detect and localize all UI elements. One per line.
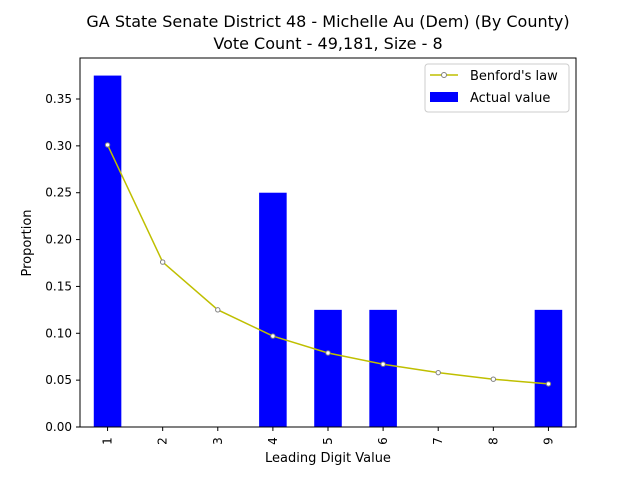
x-tick-label: 2: [156, 437, 170, 445]
x-axis-label: Leading Digit Value: [265, 451, 391, 466]
y-tick-label: 0.35: [45, 92, 72, 106]
bars-group: [93, 75, 563, 428]
x-tick-label: 7: [431, 437, 445, 445]
bar-5: [314, 309, 342, 427]
x-tick-label: 1: [101, 437, 115, 445]
legend-label-actual: Actual value: [470, 91, 550, 106]
x-tick-label: 9: [541, 437, 555, 445]
bar-4: [259, 192, 287, 427]
y-axis-label: Proportion: [20, 209, 35, 276]
benford-point-3: [215, 307, 221, 313]
chart-title-line2: Vote Count - 49,181, Size - 8: [213, 34, 442, 53]
benford-point-1: [104, 142, 111, 148]
benford-point-2: [159, 259, 166, 265]
bar-1: [93, 75, 122, 428]
y-tick-label: 0.10: [45, 326, 72, 340]
benford-point-9: [545, 381, 552, 387]
x-tick-label: 5: [321, 437, 335, 445]
benford-point-4: [270, 333, 276, 339]
x-axis-ticks: 1 2 3 4 5 6 7 8 9: [101, 427, 555, 445]
y-tick-label: 0.15: [45, 279, 72, 293]
x-tick-label: 6: [376, 437, 390, 445]
legend-label-benford: Benford's law: [470, 69, 558, 84]
benford-point-8: [490, 376, 497, 382]
x-tick-label: 4: [266, 437, 280, 445]
y-axis-ticks: 0.00 0.05 0.10 0.15 0.20 0.25 0.30 0.35: [45, 92, 80, 434]
benford-line-group: [104, 142, 552, 387]
x-tick-label: 8: [486, 437, 500, 445]
legend-box: [424, 63, 570, 113]
benford-point-6: [380, 361, 386, 367]
chart-title-line1: GA State Senate District 48 - Michelle A…: [86, 12, 569, 31]
bar-6: [369, 309, 397, 427]
benford-point-7: [435, 369, 441, 376]
legend: Benford's law Actual value: [424, 63, 570, 113]
y-tick-label: 0.20: [45, 233, 72, 247]
y-tick-label: 0.25: [45, 186, 72, 200]
legend-marker-swatch: [441, 72, 447, 78]
legend-bar-swatch: [430, 92, 458, 102]
y-tick-label: 0.30: [45, 139, 72, 153]
y-tick-label: 0.00: [45, 420, 72, 434]
x-tick-label: 3: [211, 437, 225, 445]
benford-point-5: [325, 350, 331, 356]
bar-9: [534, 309, 563, 427]
y-tick-label: 0.05: [45, 373, 72, 387]
